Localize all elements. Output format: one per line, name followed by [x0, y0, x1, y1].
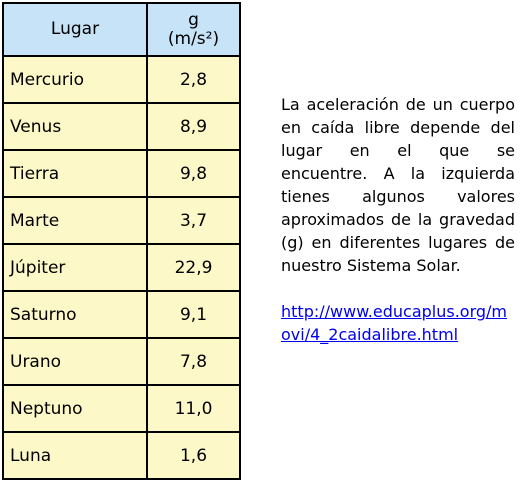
explanation-panel: La aceleración de un cuerpo en caída lib… [281, 93, 515, 346]
header-g-symbol: g [188, 9, 199, 30]
place-cell: Marte [2, 196, 148, 245]
gravity-cell: 7,8 [146, 337, 241, 386]
place-cell: Luna [2, 431, 148, 480]
table-row: Júpiter 22,9 [2, 243, 241, 292]
gravity-table: Lugar g (m/s²) Mercurio 2,8 Venus 8,9 Ti… [2, 2, 241, 480]
explanation-text: La aceleración de un cuerpo en caída lib… [281, 95, 515, 275]
table-row: Neptuno 11,0 [2, 384, 241, 433]
place-cell: Neptuno [2, 384, 148, 433]
gravity-cell: 9,8 [146, 149, 241, 198]
table-row: Tierra 9,8 [2, 149, 241, 198]
gravity-cell: 11,0 [146, 384, 241, 433]
gravity-cell: 3,7 [146, 196, 241, 245]
place-cell: Urano [2, 337, 148, 386]
table-header-row: Lugar g (m/s²) [2, 2, 241, 57]
gravity-cell: 1,6 [146, 431, 241, 480]
place-cell: Mercurio [2, 55, 148, 104]
table-row: Venus 8,9 [2, 102, 241, 151]
place-cell: Tierra [2, 149, 148, 198]
table-row: Marte 3,7 [2, 196, 241, 245]
place-cell: Júpiter [2, 243, 148, 292]
table-row: Mercurio 2,8 [2, 55, 241, 104]
gravity-cell: 22,9 [146, 243, 241, 292]
header-place: Lugar [2, 2, 148, 57]
header-g-unit: (m/s²) [167, 28, 220, 49]
header-gravity: g (m/s²) [146, 2, 241, 57]
table-row: Luna 1,6 [2, 431, 241, 480]
place-cell: Venus [2, 102, 148, 151]
table-row: Saturno 9,1 [2, 290, 241, 339]
gravity-cell: 8,9 [146, 102, 241, 151]
table-row: Urano 7,8 [2, 337, 241, 386]
place-cell: Saturno [2, 290, 148, 339]
gravity-cell: 9,1 [146, 290, 241, 339]
source-link[interactable]: http://www.educaplus.org/movi/4_2caidali… [281, 302, 508, 344]
gravity-cell: 2,8 [146, 55, 241, 104]
